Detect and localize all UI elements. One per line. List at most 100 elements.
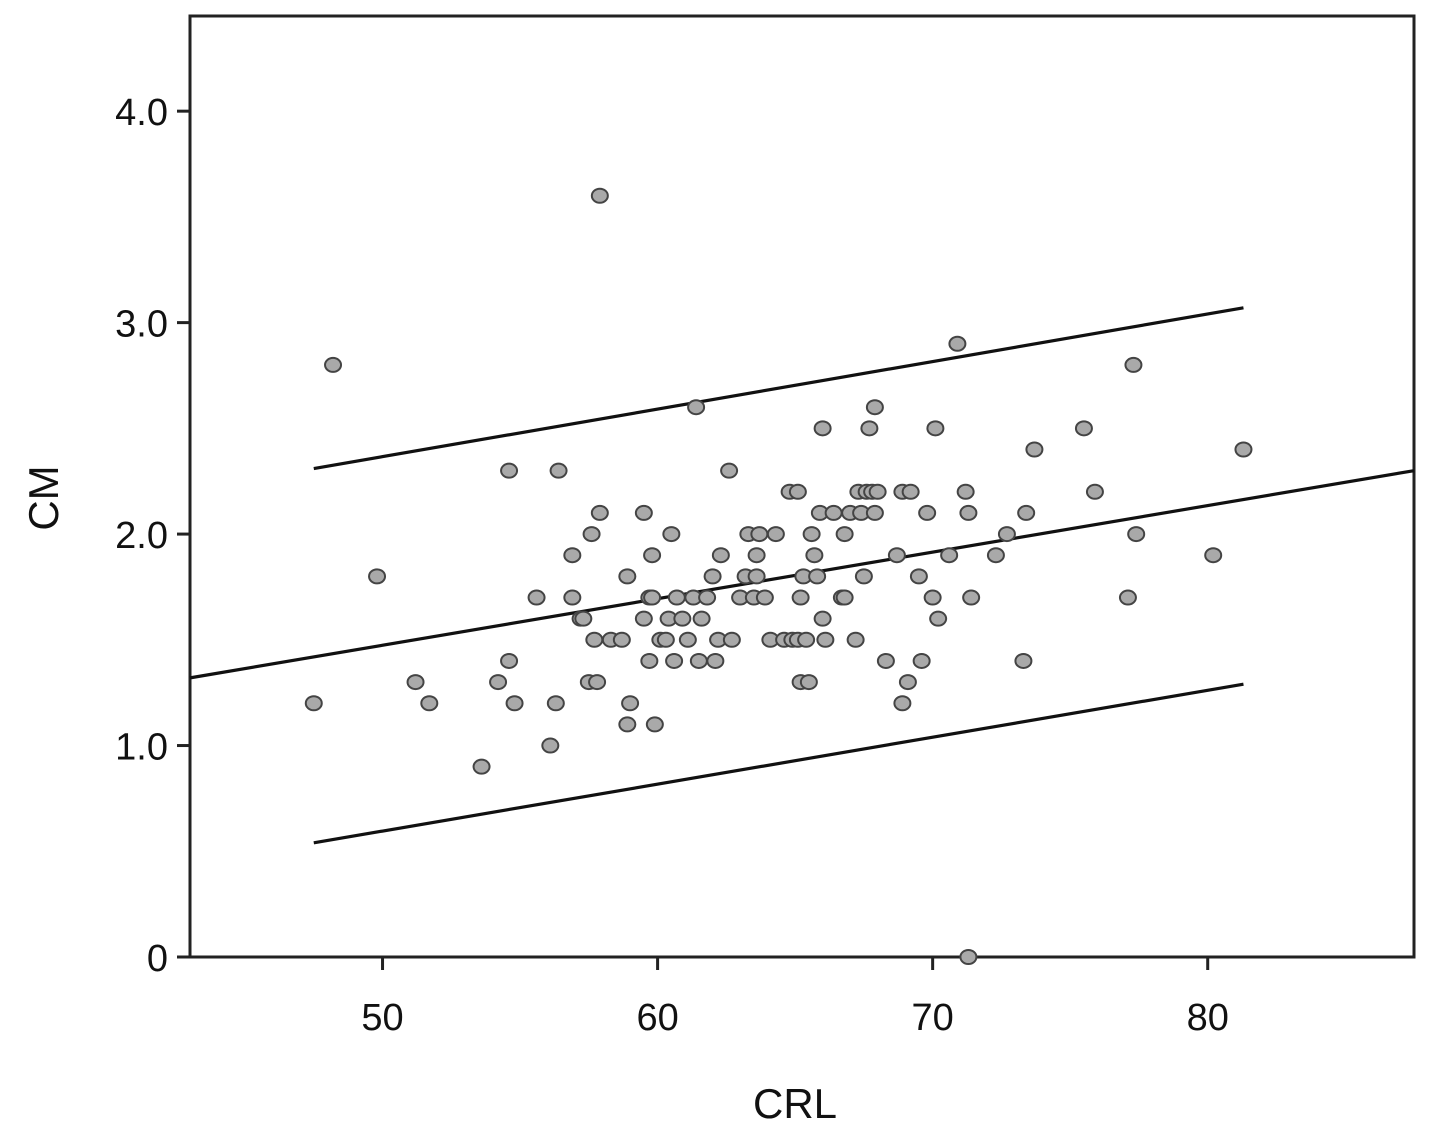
x-tick-label: 70 xyxy=(912,997,954,1039)
data-point xyxy=(788,483,807,500)
data-point xyxy=(527,589,546,606)
data-point xyxy=(1118,589,1137,606)
data-point xyxy=(912,652,931,669)
data-point xyxy=(574,610,593,627)
data-point xyxy=(959,504,978,521)
data-point xyxy=(799,674,818,691)
data-point xyxy=(304,695,323,712)
data-point xyxy=(368,568,387,585)
data-point xyxy=(500,462,519,479)
data-point xyxy=(621,695,640,712)
data-point xyxy=(678,631,697,648)
data-point xyxy=(489,674,508,691)
data-point xyxy=(959,949,978,965)
data-point xyxy=(956,483,975,500)
y-tick-label: 1.0 xyxy=(115,727,168,769)
x-tick-label: 50 xyxy=(361,997,403,1039)
data-point xyxy=(901,483,920,500)
data-point xyxy=(887,547,906,564)
data-point xyxy=(865,399,884,416)
data-point xyxy=(618,716,637,733)
data-point xyxy=(720,462,739,479)
y-tick-label: 2.0 xyxy=(115,515,168,557)
data-point xyxy=(893,695,912,712)
x-tick-label: 80 xyxy=(1187,997,1229,1039)
data-point xyxy=(813,420,832,437)
data-point xyxy=(546,695,565,712)
data-point xyxy=(324,356,343,373)
data-point xyxy=(802,526,821,543)
data-point xyxy=(656,631,675,648)
data-points xyxy=(304,187,1253,965)
y-tick-label: 3.0 xyxy=(115,304,168,346)
data-point xyxy=(929,610,948,627)
data-point xyxy=(766,526,785,543)
data-point xyxy=(835,589,854,606)
data-point xyxy=(692,610,711,627)
data-point xyxy=(962,589,981,606)
data-point xyxy=(472,758,491,775)
data-point xyxy=(643,589,662,606)
data-point xyxy=(689,652,708,669)
data-point xyxy=(549,462,568,479)
data-point xyxy=(645,716,664,733)
data-point xyxy=(662,526,681,543)
data-point xyxy=(986,547,1005,564)
data-point xyxy=(1204,547,1223,564)
data-point xyxy=(634,504,653,521)
data-point xyxy=(640,652,659,669)
data-point xyxy=(500,652,519,669)
data-point xyxy=(698,589,717,606)
data-point xyxy=(1124,356,1143,373)
data-point xyxy=(1127,526,1146,543)
data-point xyxy=(909,568,928,585)
data-point xyxy=(590,187,609,204)
data-point xyxy=(582,526,601,543)
data-point xyxy=(997,526,1016,543)
data-point xyxy=(854,568,873,585)
data-point xyxy=(755,589,774,606)
data-point xyxy=(585,631,604,648)
data-point xyxy=(808,568,827,585)
data-point xyxy=(926,420,945,437)
x-tick-label: 60 xyxy=(636,997,678,1039)
data-point xyxy=(612,631,631,648)
y-tick-label: 0 xyxy=(147,938,168,980)
data-point xyxy=(711,547,730,564)
data-point xyxy=(918,504,937,521)
plot-frame xyxy=(188,14,1416,959)
data-point xyxy=(747,568,766,585)
x-axis: 50 60 70 80 xyxy=(361,957,1229,1039)
data-point xyxy=(420,695,439,712)
regression-line-2 xyxy=(313,682,1244,845)
data-point xyxy=(588,674,607,691)
y-tick-label: 4.0 xyxy=(115,92,168,134)
data-point xyxy=(1234,441,1253,458)
data-point xyxy=(1085,483,1104,500)
data-point xyxy=(563,589,582,606)
data-point xyxy=(590,504,609,521)
data-point xyxy=(618,568,637,585)
data-point xyxy=(706,652,725,669)
data-point xyxy=(703,568,722,585)
data-point xyxy=(1017,504,1036,521)
data-point xyxy=(541,737,560,754)
data-point xyxy=(846,631,865,648)
data-point xyxy=(805,547,824,564)
data-point xyxy=(750,526,769,543)
y-axis: 0 1.0 2.0 3.0 4.0 xyxy=(115,92,190,980)
data-point xyxy=(1025,441,1044,458)
data-point xyxy=(816,631,835,648)
data-point xyxy=(835,526,854,543)
data-point xyxy=(722,631,741,648)
data-point xyxy=(505,695,524,712)
data-point xyxy=(634,610,653,627)
data-point xyxy=(940,547,959,564)
data-point xyxy=(868,483,887,500)
data-point xyxy=(860,420,879,437)
data-point xyxy=(876,652,895,669)
data-point xyxy=(667,589,686,606)
data-point xyxy=(406,674,425,691)
data-point xyxy=(824,504,843,521)
